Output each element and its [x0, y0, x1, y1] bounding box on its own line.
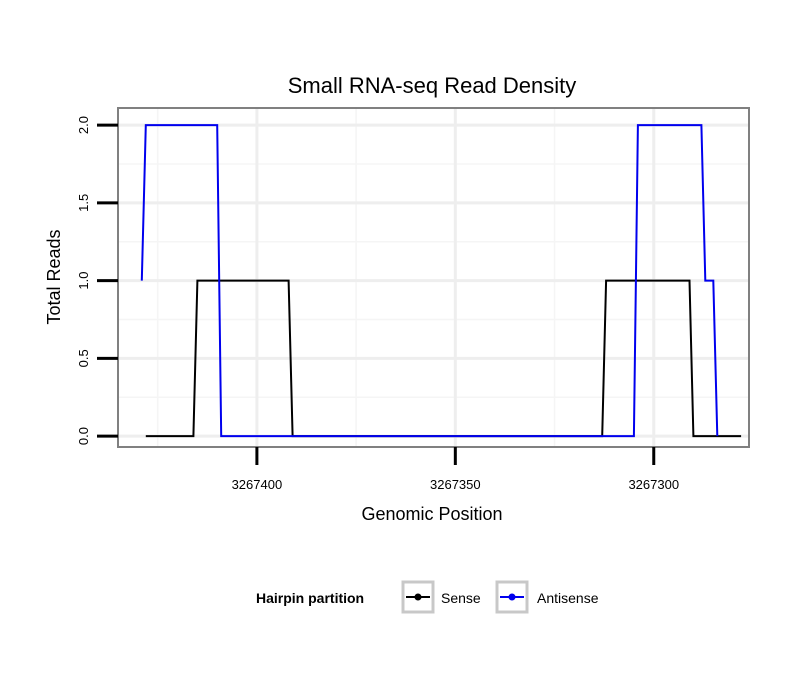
y-tick-label: 0.5: [76, 349, 91, 367]
legend-label-antisense: Antisense: [537, 590, 599, 606]
series-layer: [140, 124, 742, 438]
legend-label-sense: Sense: [441, 590, 481, 606]
y-tick-label: 1.0: [76, 272, 91, 290]
legend-item-sense: Sense: [401, 580, 481, 614]
legend-title: Hairpin partition: [256, 590, 364, 606]
legend-key-dot-antisense: [508, 593, 516, 601]
legend-key-dot-sense: [414, 593, 422, 601]
y-axis-title: Total Reads: [44, 229, 64, 324]
plot-border: [117, 107, 750, 448]
x-tick-label: 3267300: [628, 477, 679, 492]
x-axis: 3267400 3267350 3267300: [232, 447, 679, 492]
x-tick-label: 3267350: [430, 477, 481, 492]
y-tick-label: 0.0: [76, 427, 91, 445]
y-tick-label: 1.5: [76, 194, 91, 212]
y-axis: 0.0 0.5 1.0 1.5 2.0: [76, 116, 118, 445]
legend: Hairpin partition Sense Antisense: [256, 580, 599, 614]
x-axis-title: Genomic Position: [361, 504, 502, 524]
legend-item-antisense: Antisense: [495, 580, 599, 614]
y-tick-label: 2.0: [76, 116, 91, 134]
x-tick-label: 3267400: [232, 477, 283, 492]
chart-title: Small RNA-seq Read Density: [288, 73, 577, 98]
series-line-antisense: [140, 124, 719, 438]
